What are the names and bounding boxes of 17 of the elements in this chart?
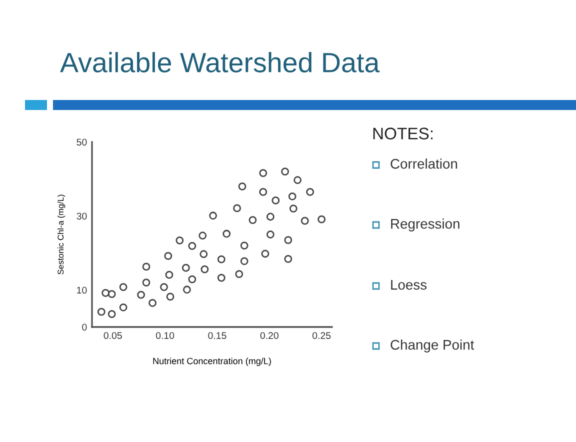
x-tick-label: 0.15 [208, 332, 226, 339]
x-axis-title: Nutrient Concentration (mg/L) [153, 358, 271, 366]
x-tick-label: 0.20 [260, 332, 278, 339]
text: Change Point [390, 340, 474, 352]
text: Loess [391, 280, 427, 290]
text: NOTES: [373, 128, 433, 140]
chart-title: Available Watershed Data [60, 52, 380, 72]
text: Regression [391, 218, 460, 232]
x-tick-label: 0.10 [156, 332, 174, 339]
y-axis-title: Sestonic Chl-a (mg/L) [57, 194, 66, 274]
y-tick-label: 10 [77, 286, 87, 294]
y-tick-label: 0 [82, 324, 87, 331]
x-tick-label: 0.05 [104, 332, 122, 339]
y-tick-label: 30 [76, 212, 87, 220]
x-tick-label: 0.25 [312, 332, 331, 339]
y-tick-label: 50 [76, 138, 87, 146]
text: Correlation [390, 158, 458, 169]
